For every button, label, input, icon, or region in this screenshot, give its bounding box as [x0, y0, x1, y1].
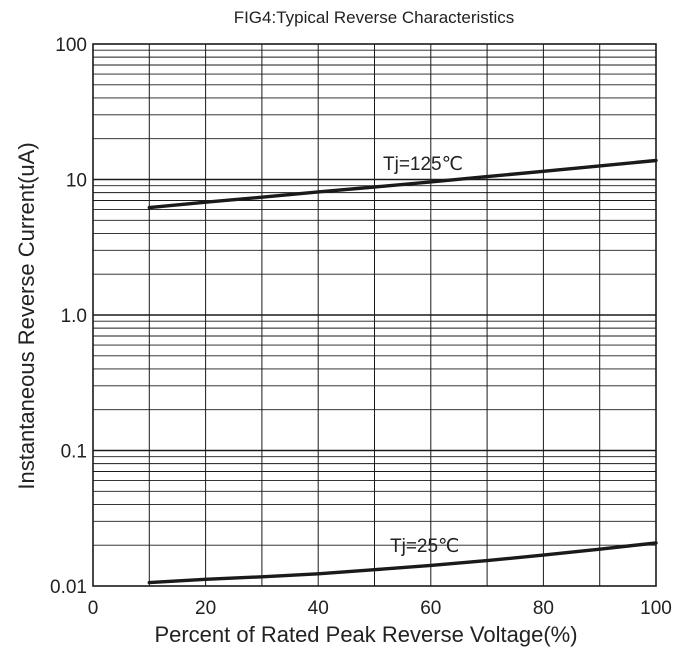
series-label-25c: Tj=25℃ [390, 536, 459, 557]
plot-frame [92, 43, 657, 587]
y-tick-label: 100 [55, 35, 87, 56]
x-tick-labels: 0 20 40 60 80 100 [88, 598, 672, 619]
series-label-125c: Tj=125℃ [383, 154, 463, 175]
series-line-0 [147, 158, 658, 210]
y-tick-label: 0.1 [61, 442, 87, 463]
x-axis-label: Percent of Rated Peak Reverse Voltage(%) [154, 622, 577, 647]
series-lines [147, 158, 658, 585]
grid [93, 44, 656, 586]
x-tick-label: 20 [195, 598, 216, 619]
y-tick-labels: 0.01 0.1 1.0 10 100 [50, 35, 87, 598]
series-line-1 [147, 541, 658, 585]
x-tick-label: 100 [640, 598, 672, 619]
y-axis-label: Instantaneous Reverse Current(uA) [14, 142, 39, 489]
x-tick-label: 80 [533, 598, 554, 619]
x-tick-label: 0 [88, 598, 99, 619]
y-tick-label: 1.0 [61, 306, 87, 327]
x-tick-label: 40 [308, 598, 329, 619]
y-tick-label: 10 [66, 171, 87, 192]
x-tick-label: 60 [420, 598, 441, 619]
chart-title: FIG4:Typical Reverse Characteristics [234, 8, 515, 27]
y-tick-label: 0.01 [50, 577, 87, 598]
